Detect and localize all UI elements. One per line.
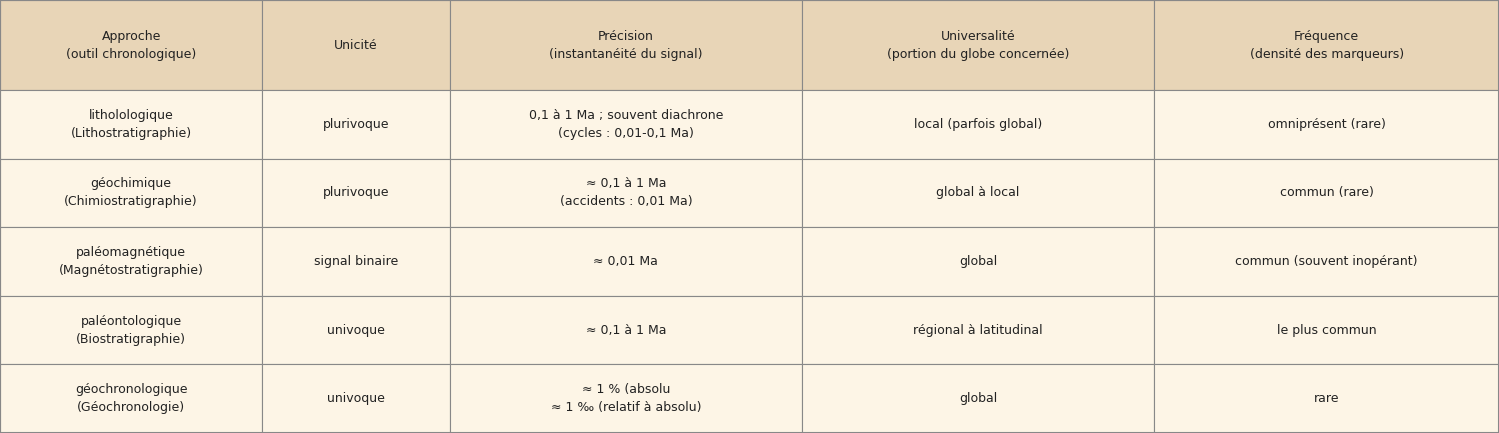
Text: ≈ 0,01 Ma: ≈ 0,01 Ma: [594, 255, 658, 268]
Text: plurivoque: plurivoque: [322, 187, 390, 200]
Bar: [1154, 158, 1499, 227]
Text: Universalité
(portion du globe concernée): Universalité (portion du globe concernée…: [887, 29, 1069, 61]
Text: le plus commun: le plus commun: [1277, 323, 1376, 336]
Text: omniprésent (rare): omniprésent (rare): [1268, 118, 1385, 131]
Text: régional à latitudinal: régional à latitudinal: [913, 323, 1043, 336]
Bar: [802, 365, 1154, 433]
Text: plurivoque: plurivoque: [322, 118, 390, 131]
Text: 0,1 à 1 Ma ; souvent diachrone
(cycles : 0,01-0,1 Ma): 0,1 à 1 Ma ; souvent diachrone (cycles :…: [529, 109, 723, 140]
Bar: [802, 227, 1154, 296]
Text: signal binaire: signal binaire: [313, 255, 399, 268]
Bar: [0, 90, 262, 158]
Text: ≈ 1 % (absolu
≈ 1 ‰ (relatif à absolu): ≈ 1 % (absolu ≈ 1 ‰ (relatif à absolu): [550, 383, 702, 414]
Bar: [262, 296, 450, 365]
Bar: [0, 365, 262, 433]
Bar: [0, 227, 262, 296]
Bar: [262, 227, 450, 296]
Bar: [1154, 0, 1499, 90]
Bar: [450, 90, 802, 158]
Bar: [802, 296, 1154, 365]
Text: univoque: univoque: [327, 323, 385, 336]
Bar: [1154, 90, 1499, 158]
Text: global à local: global à local: [937, 187, 1019, 200]
Bar: [262, 0, 450, 90]
Bar: [802, 158, 1154, 227]
Text: Précision
(instantanéité du signal): Précision (instantanéité du signal): [549, 29, 703, 61]
Bar: [1154, 365, 1499, 433]
Text: Fréquence
(densité des marqueurs): Fréquence (densité des marqueurs): [1250, 29, 1403, 61]
Text: Unicité: Unicité: [334, 39, 378, 52]
Bar: [450, 0, 802, 90]
Text: commun (rare): commun (rare): [1280, 187, 1373, 200]
Bar: [1154, 296, 1499, 365]
Bar: [262, 365, 450, 433]
Text: paléomagnétique
(Magnétostratigraphie): paléomagnétique (Magnétostratigraphie): [58, 246, 204, 277]
Text: géochimique
(Chimiostratigraphie): géochimique (Chimiostratigraphie): [64, 178, 198, 208]
Text: Approche
(outil chronologique): Approche (outil chronologique): [66, 29, 196, 61]
Text: local (parfois global): local (parfois global): [914, 118, 1042, 131]
Text: univoque: univoque: [327, 392, 385, 405]
Text: litholologique
(Lithostratigraphie): litholologique (Lithostratigraphie): [70, 109, 192, 140]
Bar: [262, 90, 450, 158]
Text: global: global: [959, 255, 997, 268]
Text: ≈ 0,1 à 1 Ma
(accidents : 0,01 Ma): ≈ 0,1 à 1 Ma (accidents : 0,01 Ma): [559, 178, 693, 208]
Bar: [450, 158, 802, 227]
Bar: [450, 227, 802, 296]
Bar: [450, 296, 802, 365]
Text: rare: rare: [1313, 392, 1340, 405]
Bar: [0, 296, 262, 365]
Text: ≈ 0,1 à 1 Ma: ≈ 0,1 à 1 Ma: [586, 323, 666, 336]
Text: global: global: [959, 392, 997, 405]
Bar: [802, 0, 1154, 90]
Bar: [0, 0, 262, 90]
Bar: [450, 365, 802, 433]
Text: géochronologique
(Géochronologie): géochronologique (Géochronologie): [75, 383, 187, 414]
Bar: [0, 158, 262, 227]
Bar: [802, 90, 1154, 158]
Bar: [1154, 227, 1499, 296]
Text: commun (souvent inopérant): commun (souvent inopérant): [1235, 255, 1418, 268]
Bar: [262, 158, 450, 227]
Text: paléontologique
(Biostratigraphie): paléontologique (Biostratigraphie): [76, 315, 186, 346]
